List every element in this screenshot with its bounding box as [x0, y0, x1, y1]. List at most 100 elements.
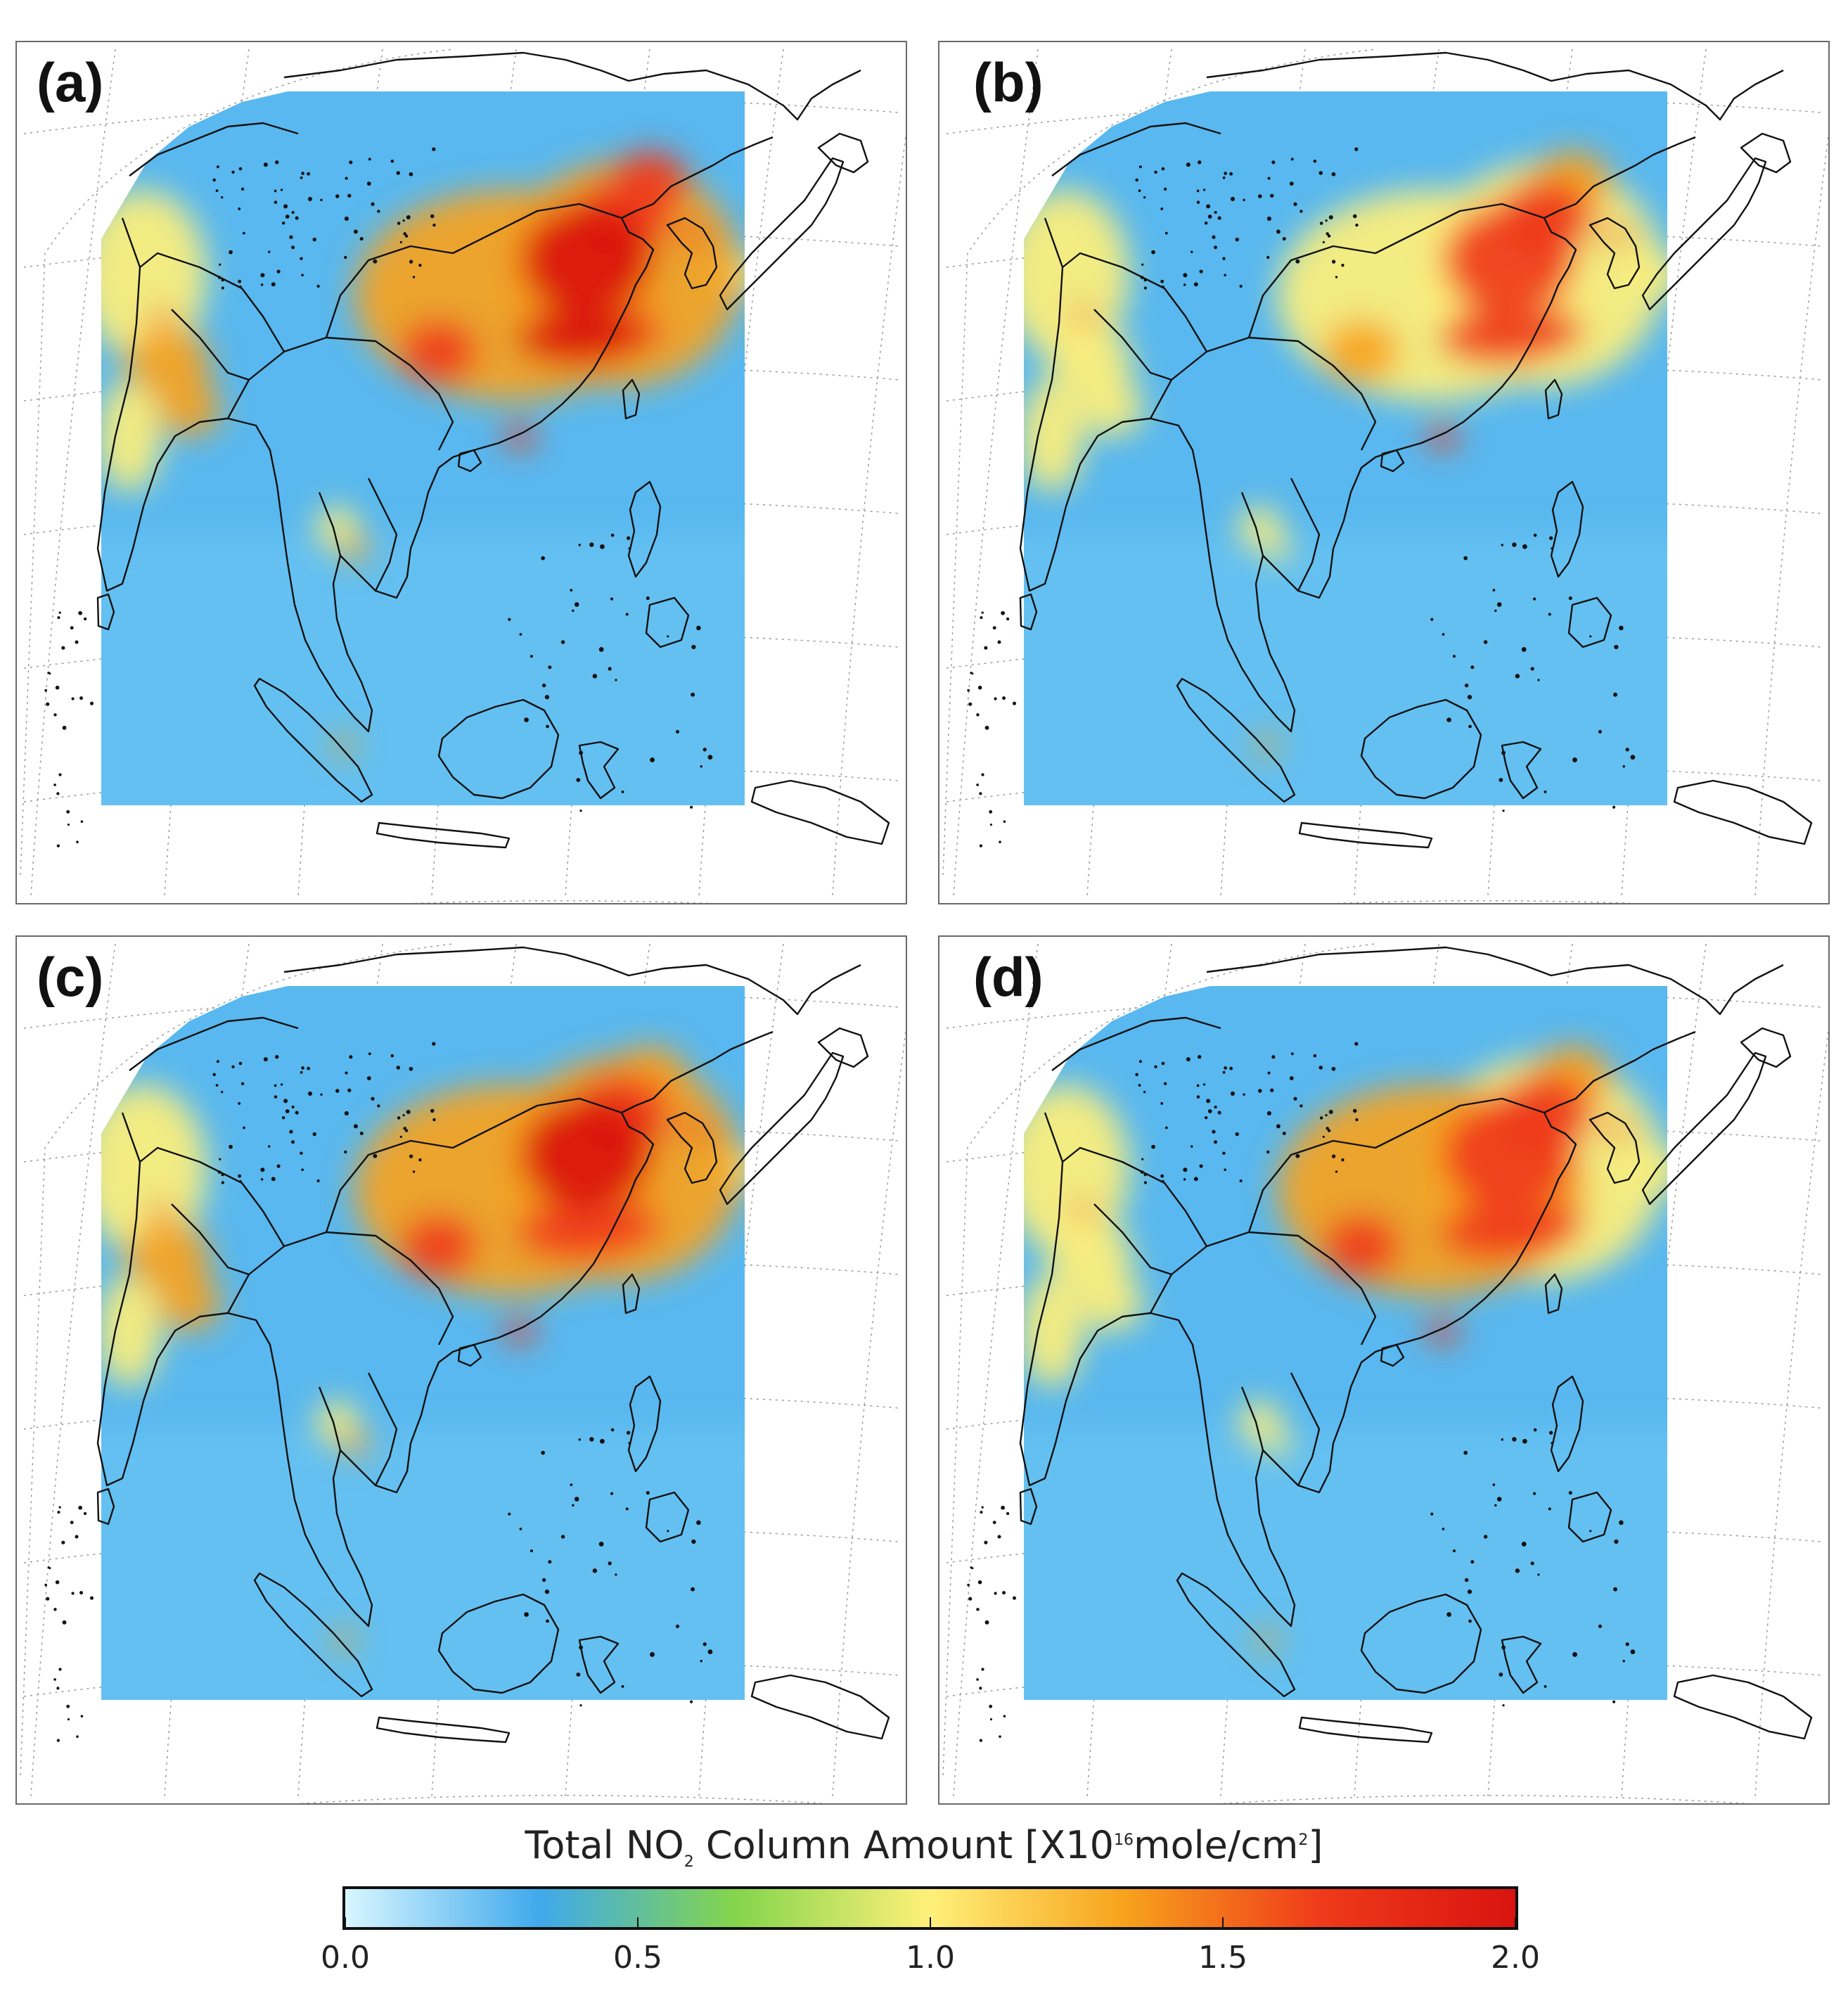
- no2-hotspot: [516, 1204, 643, 1260]
- coastline: [666, 217, 718, 290]
- coastline: [1176, 1572, 1296, 1698]
- coastline: [578, 741, 620, 800]
- colorbar-tick-mark: [637, 1917, 639, 1927]
- no2-hotspot: [1024, 190, 1129, 359]
- no2-hotspot: [153, 305, 169, 328]
- coastline: [129, 122, 299, 177]
- coastline: [1093, 309, 1172, 381]
- longitude-line: [832, 132, 906, 897]
- coastline: [1290, 1372, 1321, 1486]
- coastline: [1589, 1111, 1641, 1184]
- coastline: [376, 1716, 511, 1744]
- coastline: [318, 492, 342, 556]
- no2-hotspot: [101, 1274, 161, 1387]
- coastline: [622, 378, 641, 420]
- no2-hotspot: [1075, 305, 1092, 328]
- no2-hotspot: [1605, 1120, 1631, 1140]
- coastline: [1641, 1051, 1767, 1205]
- panel-label-a: (a): [37, 51, 104, 113]
- coastline: [367, 1372, 398, 1486]
- coastline: [171, 309, 250, 381]
- coastline: [1550, 1375, 1584, 1473]
- coastline: [1240, 492, 1264, 556]
- map-c: [20, 943, 906, 1803]
- small-islands: [44, 1042, 713, 1742]
- no2-hotspot: [334, 734, 354, 757]
- coastline: [318, 1386, 342, 1451]
- coastline: [226, 1231, 454, 1345]
- coastline: [1567, 596, 1612, 648]
- map-b: [942, 49, 1828, 903]
- coastline: [253, 677, 373, 803]
- coastline: [283, 51, 861, 121]
- longitude-line: [30, 943, 116, 1797]
- coastline: [437, 698, 560, 800]
- coastline: [171, 1203, 250, 1276]
- no2-hotspot: [683, 226, 708, 245]
- coastline: [1051, 1016, 1221, 1071]
- no2-hotspot: [520, 1099, 653, 1211]
- map-d: [942, 943, 1828, 1803]
- coastline: [1544, 378, 1563, 420]
- coastline: [367, 478, 398, 591]
- coastline: [1501, 741, 1542, 800]
- coastline: [325, 1097, 622, 1233]
- no2-hotspot: [1257, 1629, 1276, 1651]
- coastline: [457, 449, 482, 473]
- longitude-line: [1754, 1027, 1828, 1797]
- small-islands: [967, 147, 1636, 847]
- coastlines: [1019, 51, 1813, 849]
- coastline: [645, 596, 690, 648]
- map-panel-c: (c): [15, 935, 907, 1805]
- map-a: [20, 49, 906, 903]
- coastline: [817, 132, 869, 174]
- coastline: [1149, 336, 1377, 451]
- no2-hotspot: [1439, 1204, 1565, 1260]
- longitude-line: [953, 943, 1039, 1797]
- coastline: [1740, 132, 1792, 174]
- no2-hotspot: [1442, 1099, 1576, 1211]
- coastline: [1673, 1674, 1813, 1740]
- coastline: [1019, 136, 1696, 733]
- no2-field: [101, 986, 745, 1700]
- coastline: [1019, 593, 1038, 631]
- colorbar-tick-mark: [345, 1917, 346, 1927]
- map-panel-a: (a): [15, 41, 907, 904]
- longitude-line: [1754, 132, 1828, 897]
- no2-hotspot: [1323, 320, 1400, 383]
- no2-hotspot: [400, 320, 477, 383]
- latitude-line: [297, 1795, 828, 1803]
- coastline: [622, 1273, 641, 1314]
- coastlines: [96, 51, 890, 849]
- coastline: [750, 779, 890, 845]
- map-panel-b: (b): [938, 41, 1830, 904]
- globe-edge: [942, 943, 1376, 1776]
- latitude-line: [1332, 900, 1638, 903]
- coastline: [96, 593, 115, 631]
- no2-hotspot: [683, 1120, 708, 1140]
- coastline: [719, 1051, 845, 1205]
- globe-edge: [942, 49, 1376, 876]
- colorbar-title: Total NO2 Column Amount [X1016mole/cm2]: [525, 1823, 1323, 1871]
- coastline: [1360, 1593, 1482, 1694]
- no2-hotspot: [1075, 1200, 1092, 1222]
- coastline: [1247, 203, 1545, 338]
- coastline: [1019, 1488, 1038, 1525]
- longitude-line: [1621, 943, 1707, 1797]
- coastline: [1247, 1097, 1545, 1233]
- coastline: [96, 1030, 774, 1627]
- coastline: [1206, 51, 1784, 121]
- no2-hotspot: [1442, 204, 1576, 316]
- no2-hotspot: [1605, 226, 1631, 245]
- coastline: [1298, 821, 1433, 849]
- coastline: [1149, 1231, 1377, 1345]
- no2-hotspot: [340, 536, 368, 561]
- panel-label-c: (c): [37, 946, 104, 1008]
- colorbar-tick-label: 1.0: [906, 1940, 955, 1976]
- no2-field: [1024, 986, 1667, 1700]
- small-islands: [967, 1042, 1636, 1742]
- coastline: [1544, 1273, 1563, 1314]
- latitude-line: [1219, 1795, 1751, 1803]
- map-panel-d: (d): [938, 935, 1830, 1805]
- coastline: [129, 1016, 299, 1071]
